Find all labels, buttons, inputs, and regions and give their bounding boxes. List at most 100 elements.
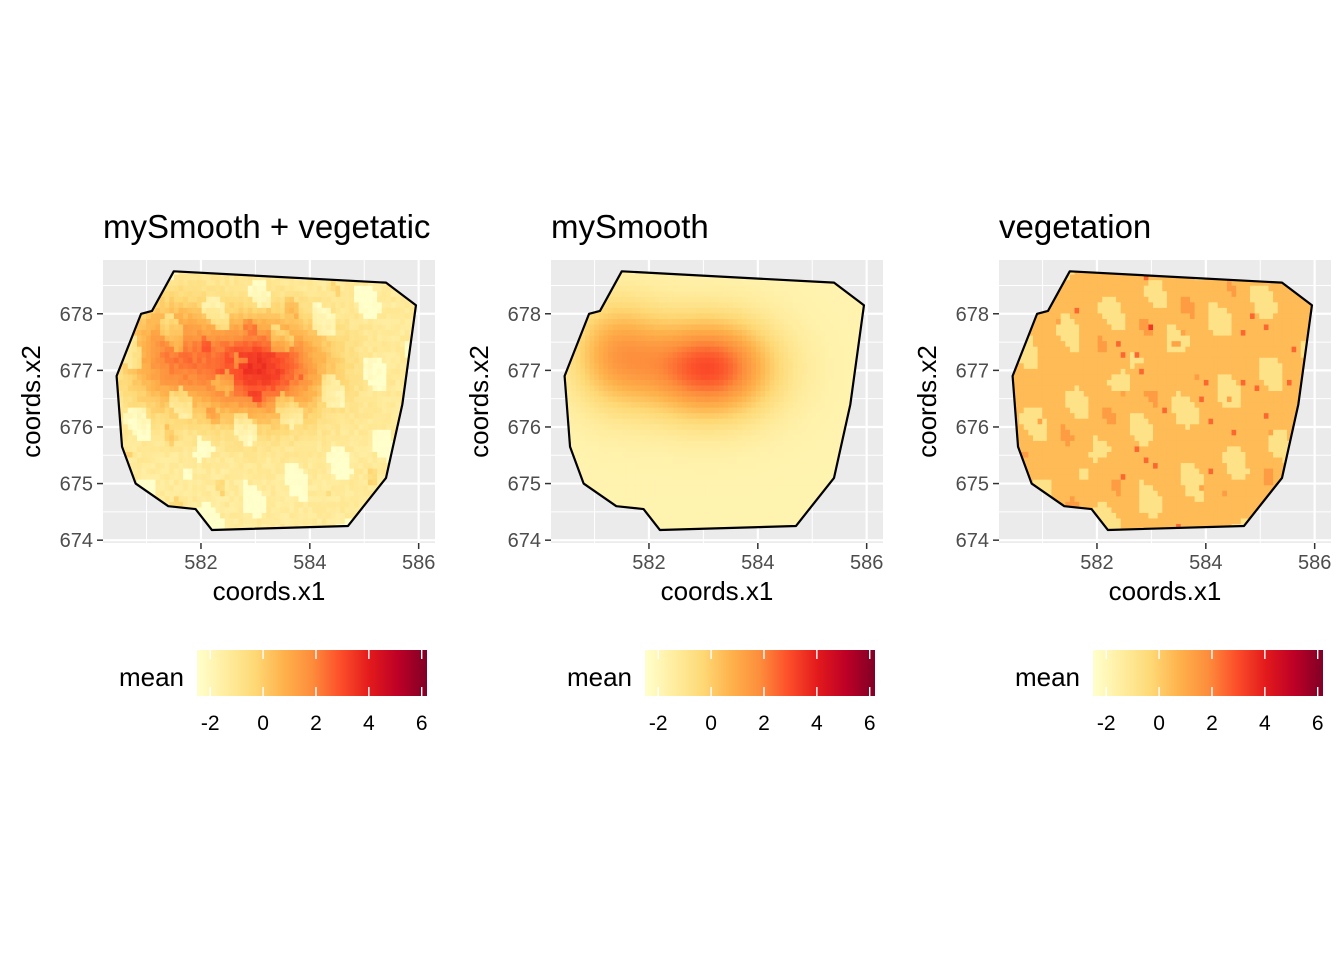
heatmap-cell <box>372 407 378 414</box>
heatmap-cell <box>215 423 221 430</box>
heatmap-cell <box>206 362 212 369</box>
heatmap-cell <box>146 312 152 319</box>
heatmap-cell <box>635 285 641 292</box>
heatmap-cell <box>326 512 332 519</box>
heatmap-cell <box>284 368 290 375</box>
heatmap-cell <box>723 395 729 403</box>
heatmap-cell <box>691 351 697 358</box>
heatmap-cell <box>640 445 646 452</box>
heatmap-cell <box>649 368 655 375</box>
heatmap-cell <box>608 329 614 336</box>
heatmap-cell <box>238 429 244 436</box>
heatmap-cell <box>358 368 364 375</box>
heatmap-cell <box>173 395 180 403</box>
y-tick-label: 677 <box>60 360 93 382</box>
heatmap-cell <box>584 379 591 386</box>
heatmap-cell <box>141 323 147 331</box>
heatmap-cell <box>298 357 304 364</box>
heatmap-cell <box>626 440 632 447</box>
heatmap-cell <box>718 440 725 447</box>
heatmap-cell <box>395 401 401 408</box>
heatmap-cell <box>681 373 688 380</box>
heatmap-cell <box>307 301 314 308</box>
heatmap-cell <box>728 418 734 425</box>
heatmap-cell <box>714 384 720 392</box>
heatmap-cell <box>349 479 355 486</box>
heatmap-cell <box>649 307 655 314</box>
heatmap-cell <box>173 423 180 430</box>
heatmap-cell <box>173 296 180 303</box>
heatmap-cell <box>617 495 623 502</box>
heatmap-cell <box>252 274 258 281</box>
heatmap-cell <box>247 279 254 286</box>
heatmap-cell <box>173 468 180 475</box>
heatmap-cell <box>284 290 290 297</box>
heatmap-cell <box>705 279 711 286</box>
heatmap-cell <box>700 456 706 464</box>
heatmap-cell <box>718 451 725 458</box>
heatmap-cell <box>233 501 240 508</box>
heatmap-cell <box>695 456 702 464</box>
heatmap-cell <box>261 323 267 331</box>
heatmap-cell <box>612 296 618 303</box>
heatmap-cell <box>381 362 387 369</box>
heatmap-cell <box>173 290 180 297</box>
heatmap-cell <box>598 490 605 497</box>
heatmap-cell <box>372 301 378 308</box>
heatmap-cell <box>252 335 258 342</box>
heatmap-cell <box>668 384 674 392</box>
heatmap-cell <box>224 434 230 441</box>
heatmap-cell <box>127 373 133 380</box>
heatmap-cell <box>270 517 277 525</box>
heatmap-cell <box>229 506 235 513</box>
heatmap-cell <box>192 495 198 502</box>
heatmap-cell <box>672 395 678 403</box>
heatmap-cell <box>164 407 170 414</box>
heatmap-cell <box>206 456 212 464</box>
heatmap-cell <box>714 495 720 502</box>
heatmap-cell <box>668 479 674 486</box>
heatmap-cell <box>275 423 281 430</box>
heatmap-cell <box>136 418 143 425</box>
heatmap-cell <box>206 501 212 508</box>
heatmap-cell <box>155 390 161 397</box>
heatmap-cell <box>594 312 600 319</box>
heatmap-cell <box>210 434 217 441</box>
heatmap-cell <box>243 473 249 480</box>
heatmap-cell <box>686 362 692 369</box>
heatmap-cell <box>358 490 364 497</box>
heatmap-cell <box>575 368 581 375</box>
heatmap-cell <box>377 285 383 292</box>
heatmap-cell <box>192 318 198 325</box>
heatmap-cell <box>700 274 706 281</box>
heatmap-cell <box>289 490 295 497</box>
heatmap-cell <box>608 346 614 353</box>
heatmap-cell <box>654 401 660 408</box>
heatmap-cell <box>169 279 175 286</box>
heatmap-cell <box>201 290 207 297</box>
heatmap-cell <box>358 312 364 319</box>
heatmap-cell <box>335 279 341 286</box>
heatmap-cell <box>312 506 318 513</box>
heatmap-cell <box>243 373 249 380</box>
heatmap-cell <box>668 323 674 331</box>
heatmap-cell <box>728 440 734 447</box>
heatmap-cell <box>247 445 254 452</box>
heatmap-cell <box>330 462 337 469</box>
heatmap-cell <box>584 456 591 464</box>
heatmap-cell <box>183 368 189 375</box>
heatmap-cell <box>718 501 725 508</box>
heatmap-cell <box>187 312 193 319</box>
heatmap-cell <box>681 445 688 452</box>
heatmap-cell <box>363 407 369 414</box>
heatmap-cell <box>270 473 277 480</box>
heatmap-cell <box>215 401 221 408</box>
heatmap-cell <box>681 384 688 392</box>
heatmap-cell <box>238 401 244 408</box>
heatmap-cell <box>617 468 623 475</box>
heatmap-cell <box>589 395 595 403</box>
heatmap-cell <box>317 290 323 297</box>
heatmap-cell <box>654 301 660 308</box>
heatmap-cell <box>146 323 152 331</box>
